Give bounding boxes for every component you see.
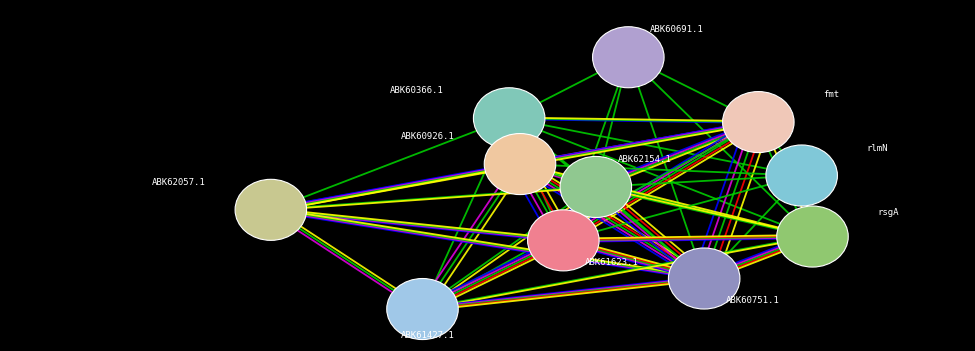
Ellipse shape [474,88,545,149]
Ellipse shape [485,133,556,194]
Text: ABK60751.1: ABK60751.1 [725,296,780,305]
Ellipse shape [560,157,632,218]
Text: ABK62154.1: ABK62154.1 [617,155,671,164]
Text: fmt: fmt [823,90,839,99]
Ellipse shape [777,206,848,267]
Text: ABK61623.1: ABK61623.1 [585,258,639,267]
Text: ABK60926.1: ABK60926.1 [401,132,454,141]
Text: ABK61427.1: ABK61427.1 [401,331,454,339]
Ellipse shape [766,145,838,206]
Ellipse shape [387,278,458,339]
Text: ABK60691.1: ABK60691.1 [650,25,704,34]
Ellipse shape [722,92,794,153]
Text: rsgA: rsgA [878,208,899,218]
Ellipse shape [235,179,306,240]
Text: rlmN: rlmN [867,144,888,153]
Ellipse shape [593,27,664,88]
Text: ABK60366.1: ABK60366.1 [390,86,444,95]
Text: ABK62057.1: ABK62057.1 [152,178,206,187]
Ellipse shape [669,248,740,309]
Ellipse shape [527,210,599,271]
